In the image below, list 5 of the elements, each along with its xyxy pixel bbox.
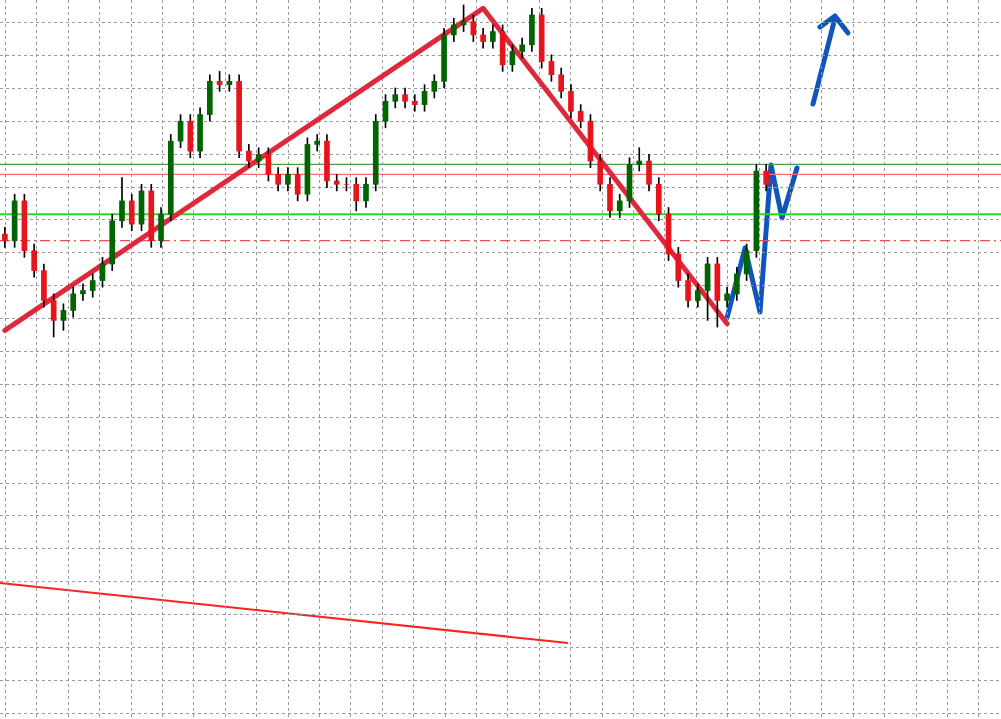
candlestick (314, 134, 321, 152)
candlestick (411, 94, 418, 112)
candlestick (333, 173, 340, 192)
candlestick (636, 147, 643, 172)
candlestick (80, 283, 86, 301)
